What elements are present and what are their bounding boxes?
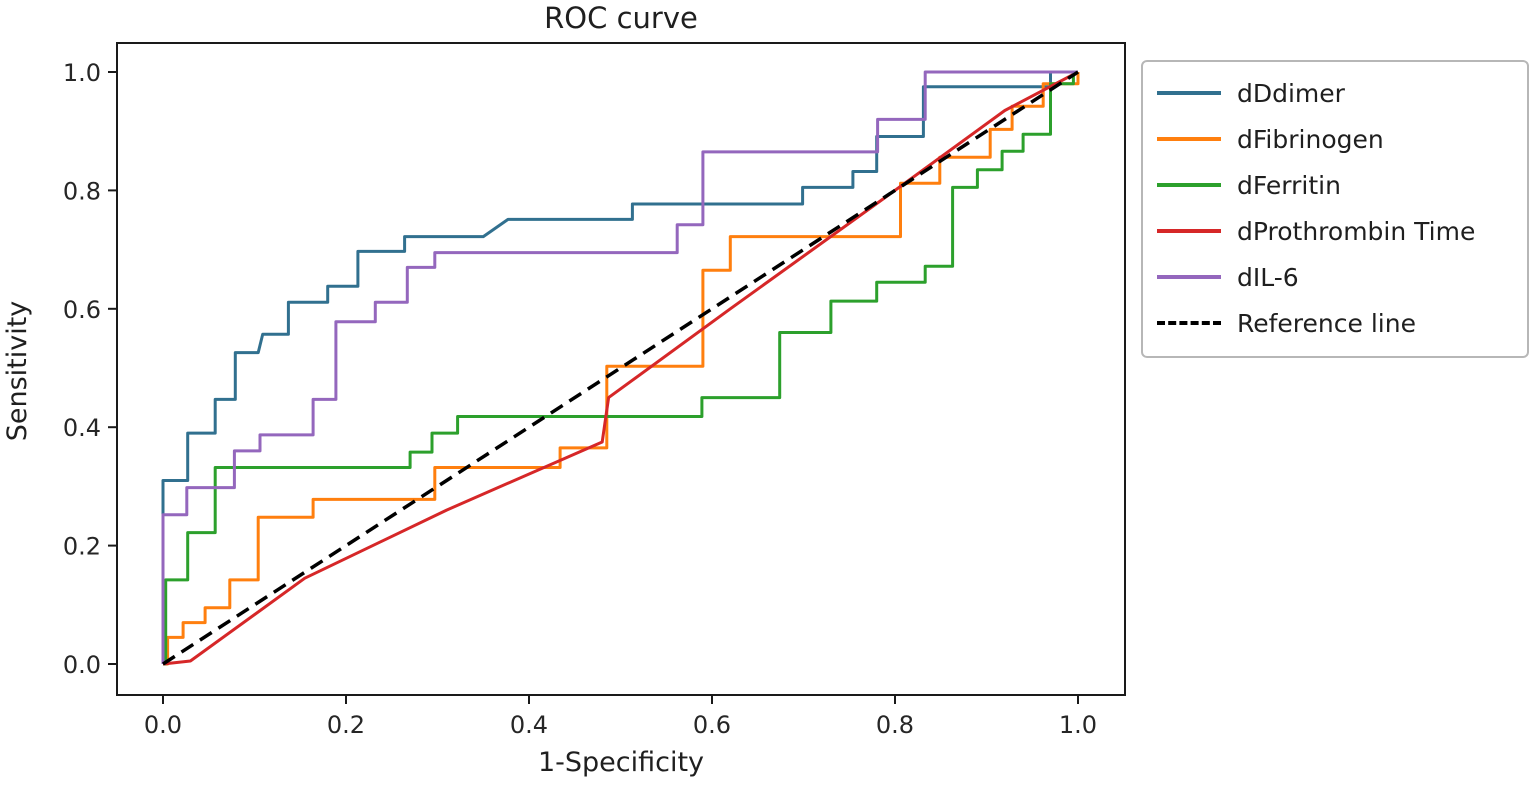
x-tick-label: 0.6 bbox=[693, 711, 731, 739]
y-tick-label: 0.6 bbox=[63, 296, 101, 324]
legend-label: dDdimer bbox=[1237, 78, 1345, 108]
legend-label: dFerritin bbox=[1237, 170, 1341, 200]
legend-entry: dProthrombin Time bbox=[1143, 208, 1527, 254]
legend-swatch-line bbox=[1157, 321, 1221, 325]
legend-swatch-line bbox=[1157, 183, 1221, 187]
legend-label: dIL-6 bbox=[1237, 262, 1299, 292]
axes-frame bbox=[116, 42, 1126, 696]
x-tick-label: 1.0 bbox=[1059, 711, 1097, 739]
legend-label: dProthrombin Time bbox=[1237, 216, 1476, 246]
chart-title: ROC curve bbox=[544, 1, 698, 35]
legend-entry: dIL-6 bbox=[1143, 254, 1527, 300]
series-dil-6 bbox=[161, 70, 1078, 664]
legend-entry: dFerritin bbox=[1143, 162, 1527, 208]
y-tick-label: 0.4 bbox=[63, 414, 101, 442]
y-tick-label: 0.2 bbox=[63, 533, 101, 561]
y-axis-label: Sensitivity bbox=[2, 300, 33, 442]
series-dferritin bbox=[163, 70, 1078, 666]
legend-label: dFibrinogen bbox=[1237, 124, 1384, 154]
legend-swatch-line bbox=[1157, 229, 1221, 233]
series-dfibrinogen bbox=[163, 72, 1080, 666]
series-reference-line bbox=[162, 70, 1079, 666]
legend-swatch-line bbox=[1157, 137, 1221, 141]
legend-entry: Reference line bbox=[1143, 300, 1527, 346]
legend-label: Reference line bbox=[1237, 308, 1416, 338]
x-tick-label: 0.2 bbox=[327, 711, 365, 739]
legend-entry: dDdimer bbox=[1143, 70, 1527, 116]
legend-entry: dFibrinogen bbox=[1143, 116, 1527, 162]
y-tick-label: 0.0 bbox=[63, 651, 101, 679]
x-tick-label: 0.0 bbox=[144, 711, 182, 739]
y-tick-label: 1.0 bbox=[63, 59, 101, 87]
x-tick-label: 0.8 bbox=[876, 711, 914, 739]
legend-swatch-line bbox=[1157, 91, 1221, 95]
series-dprothrombin-time bbox=[162, 70, 1079, 666]
legend-swatch-line bbox=[1157, 275, 1221, 279]
legend: dDdimer dFibrinogen dFerritin dProthrombin … bbox=[1141, 60, 1529, 358]
x-tick-label: 0.4 bbox=[510, 711, 548, 739]
x-axis-label: 1-Specificity bbox=[537, 747, 705, 778]
y-tick-label: 0.8 bbox=[63, 177, 101, 205]
